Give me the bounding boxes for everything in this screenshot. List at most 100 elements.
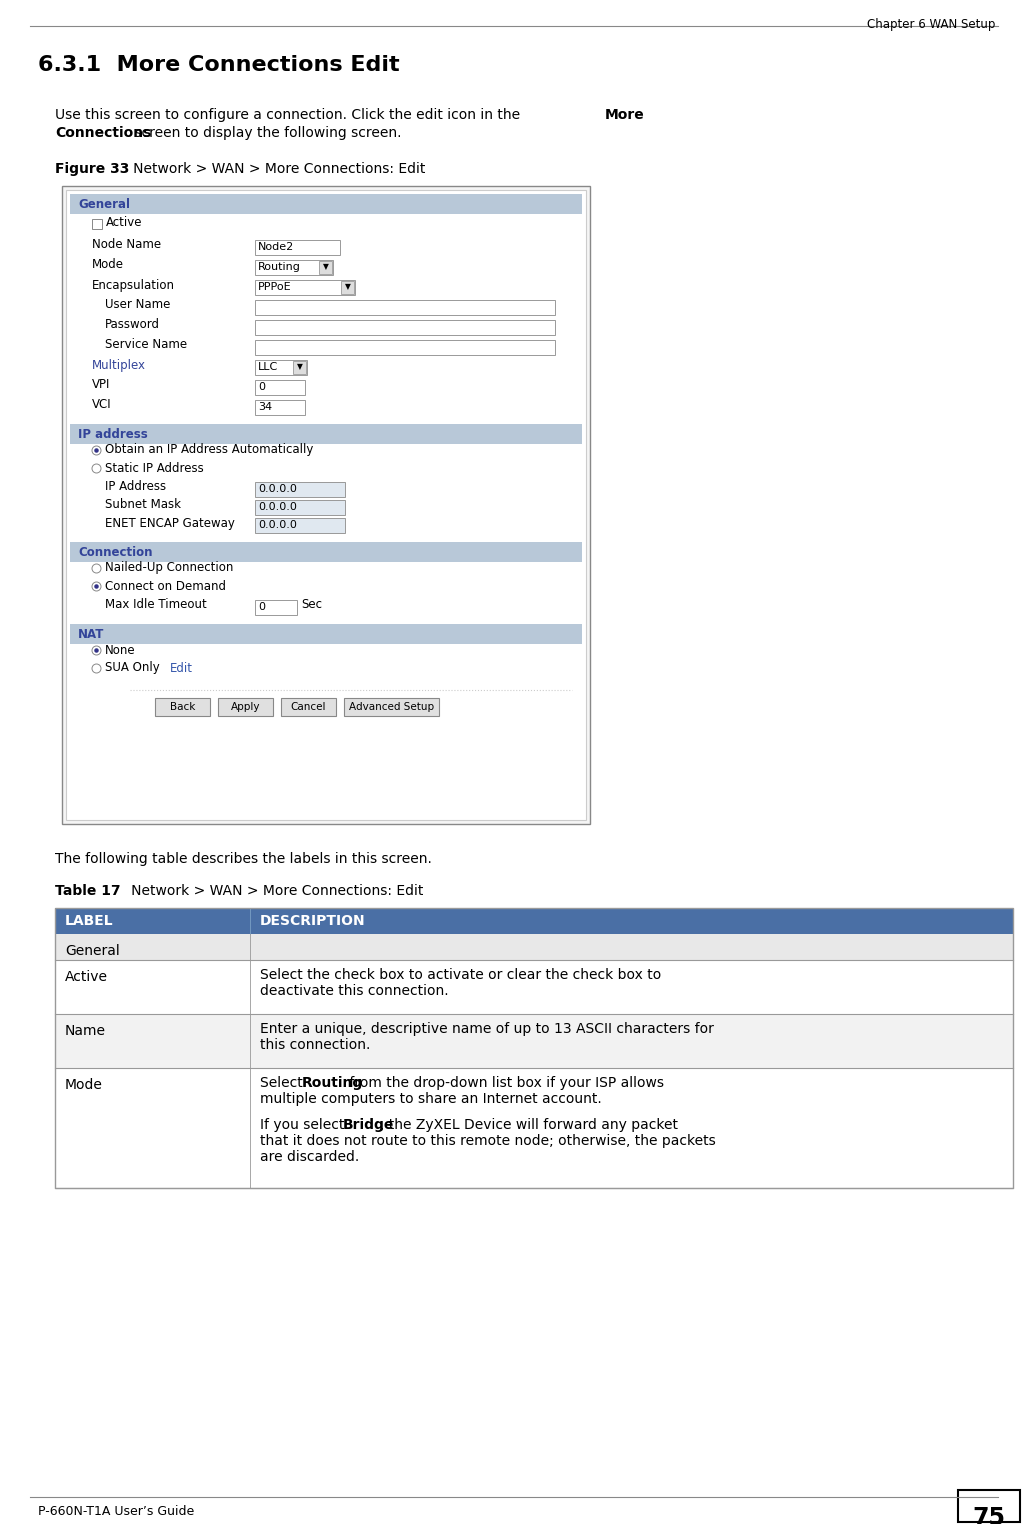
Bar — [56, 960, 1013, 1013]
Text: IP address: IP address — [78, 428, 148, 440]
Bar — [255, 261, 333, 274]
Bar — [281, 698, 336, 716]
Bar — [91, 219, 102, 229]
Text: Cancel: Cancel — [291, 703, 326, 712]
Bar — [255, 360, 307, 375]
Bar — [70, 194, 582, 213]
Text: 0.0.0.0: 0.0.0.0 — [258, 485, 297, 494]
Text: Obtain an IP Address Automatically: Obtain an IP Address Automatically — [105, 443, 314, 457]
Text: multiple computers to share an Internet account.: multiple computers to share an Internet … — [260, 1093, 601, 1106]
Text: Service Name: Service Name — [105, 338, 187, 352]
Text: ENET ENCAP Gateway: ENET ENCAP Gateway — [105, 517, 234, 529]
Text: Chapter 6 WAN Setup: Chapter 6 WAN Setup — [867, 18, 995, 30]
Bar — [66, 190, 586, 820]
Bar — [255, 482, 345, 497]
Text: , the ZyXEL Device will forward any packet: , the ZyXEL Device will forward any pack… — [380, 1117, 678, 1132]
Text: Subnet Mask: Subnet Mask — [105, 498, 181, 512]
Bar — [255, 379, 305, 395]
Text: Edit: Edit — [170, 661, 193, 675]
Circle shape — [95, 448, 99, 453]
Text: P-660N-T1A User’s Guide: P-660N-T1A User’s Guide — [38, 1506, 194, 1518]
Text: The following table describes the labels in this screen.: The following table describes the labels… — [56, 852, 432, 866]
Text: Routing: Routing — [258, 262, 301, 273]
Text: Node2: Node2 — [258, 242, 294, 253]
Text: Select the check box to activate or clear the check box to: Select the check box to activate or clea… — [260, 968, 661, 981]
Text: Name: Name — [65, 1024, 106, 1038]
Circle shape — [95, 648, 99, 652]
Bar — [70, 424, 582, 443]
Text: Nailed-Up Connection: Nailed-Up Connection — [105, 561, 233, 575]
Circle shape — [95, 584, 99, 588]
Text: 75: 75 — [972, 1506, 1005, 1524]
Text: Multiplex: Multiplex — [91, 358, 146, 372]
Bar — [344, 698, 439, 716]
Text: General: General — [65, 943, 119, 959]
Text: LLC: LLC — [258, 363, 279, 372]
Text: SUA Only: SUA Only — [105, 661, 159, 675]
Text: Mode: Mode — [91, 259, 124, 271]
Text: IP Address: IP Address — [105, 480, 167, 494]
Text: Table 17: Table 17 — [56, 884, 120, 898]
Text: Sec: Sec — [301, 599, 322, 611]
Text: Password: Password — [105, 319, 160, 332]
Bar — [255, 320, 555, 335]
Text: VPI: VPI — [91, 378, 110, 392]
Text: this connection.: this connection. — [260, 1038, 370, 1052]
Bar — [155, 698, 210, 716]
Text: ▼: ▼ — [323, 262, 329, 271]
Text: deactivate this connection.: deactivate this connection. — [260, 985, 448, 998]
Text: 0: 0 — [258, 602, 265, 613]
Text: are discarded.: are discarded. — [260, 1149, 359, 1164]
Bar — [56, 1013, 1013, 1068]
Bar — [218, 698, 273, 716]
Text: Active: Active — [106, 216, 143, 230]
Text: NAT: NAT — [78, 628, 105, 640]
Bar — [56, 934, 1013, 960]
Text: Routing: Routing — [301, 1076, 363, 1090]
Text: If you select: If you select — [260, 1117, 348, 1132]
Text: Bridge: Bridge — [342, 1117, 394, 1132]
Text: 0.0.0.0: 0.0.0.0 — [258, 521, 297, 530]
Text: User Name: User Name — [105, 299, 171, 311]
Bar — [319, 261, 332, 274]
Text: screen to display the following screen.: screen to display the following screen. — [130, 126, 402, 140]
Circle shape — [91, 447, 101, 456]
Bar — [62, 186, 590, 824]
Bar — [255, 340, 555, 355]
Circle shape — [91, 582, 101, 591]
Text: More: More — [605, 108, 645, 122]
Text: ▼: ▼ — [297, 363, 303, 370]
Text: Connections: Connections — [56, 126, 151, 140]
Text: Use this screen to configure a connection. Click the edit icon in the: Use this screen to configure a connectio… — [56, 108, 524, 122]
Text: that it does not route to this remote node; otherwise, the packets: that it does not route to this remote no… — [260, 1134, 715, 1148]
Text: Node Name: Node Name — [91, 238, 161, 251]
Text: 6.3.1  More Connections Edit: 6.3.1 More Connections Edit — [38, 55, 400, 75]
Text: Select: Select — [260, 1076, 307, 1090]
Bar — [56, 908, 1013, 1189]
Bar — [341, 280, 354, 294]
Bar — [255, 399, 305, 415]
Bar — [70, 543, 582, 562]
Text: None: None — [105, 643, 136, 657]
Text: General: General — [78, 198, 130, 210]
Bar — [255, 300, 555, 315]
Text: Connect on Demand: Connect on Demand — [105, 579, 226, 593]
Text: VCI: VCI — [91, 398, 112, 411]
Circle shape — [91, 646, 101, 655]
Text: Max Idle Timeout: Max Idle Timeout — [105, 599, 207, 611]
Text: Network > WAN > More Connections: Edit: Network > WAN > More Connections: Edit — [120, 162, 426, 175]
Bar — [70, 623, 582, 645]
Text: Advanced Setup: Advanced Setup — [348, 703, 434, 712]
Text: LABEL: LABEL — [65, 914, 114, 928]
Text: Figure 33: Figure 33 — [56, 162, 130, 175]
Bar — [293, 361, 306, 373]
Text: 34: 34 — [258, 402, 272, 413]
Text: Connection: Connection — [78, 546, 152, 558]
Text: PPPoE: PPPoE — [258, 282, 292, 293]
Bar — [56, 1068, 1013, 1189]
Bar — [56, 908, 1013, 934]
Text: Enter a unique, descriptive name of up to 13 ASCII characters for: Enter a unique, descriptive name of up t… — [260, 1023, 713, 1036]
Bar — [958, 1490, 1020, 1522]
Text: Apply: Apply — [230, 703, 260, 712]
Bar — [255, 518, 345, 533]
